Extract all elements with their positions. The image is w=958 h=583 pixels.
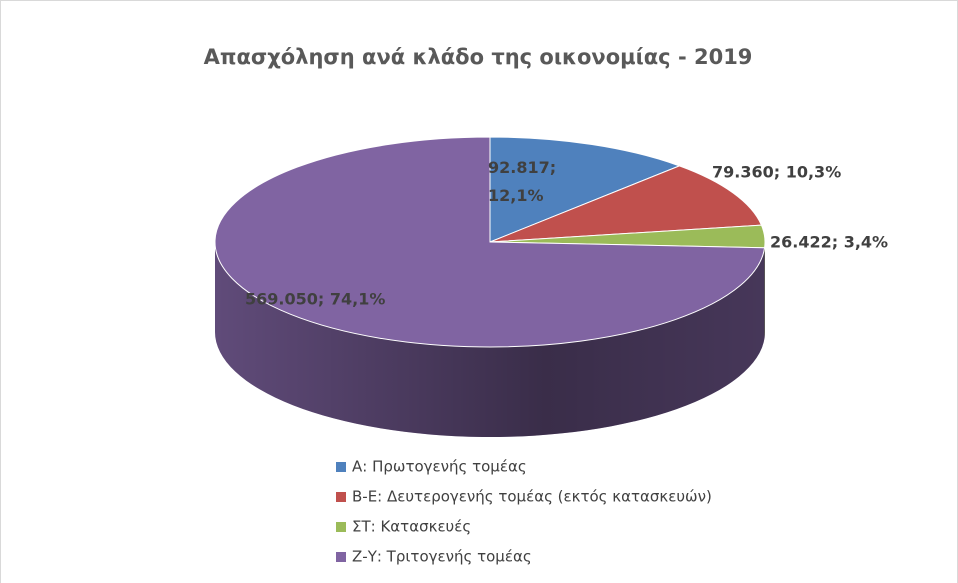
data-label: 26.422; 3,4% [770,233,888,252]
legend-label: ΣΤ: Κατασκευές [352,518,471,536]
slice [214,136,766,348]
legend-label: Α: Πρωτογενής τομέας [352,458,527,476]
legend-swatch [336,552,346,562]
slice-side-shade [215,242,765,437]
data-label-line: 92.817; [488,158,556,177]
data-label: 569.050; 74,1% [245,290,385,309]
legend-label: Ζ-Υ: Τριτογενής τομέας [352,548,532,566]
chart-title: Απασχόληση ανά κλάδο της οικονομίας - 20… [204,45,753,69]
data-label-line: 12,1% [488,186,544,205]
legend-swatch [336,492,346,502]
legend-label: Β-Ε: Δευτερογενής τομέας (εκτός κατασκευ… [352,488,712,506]
data-label: 92.817; 12,1% [488,158,556,205]
legend-swatch [336,522,346,532]
legend-swatch [336,462,346,472]
slice [489,136,681,243]
slice [489,165,763,243]
data-label: 79.360; 10,3% [712,163,841,182]
